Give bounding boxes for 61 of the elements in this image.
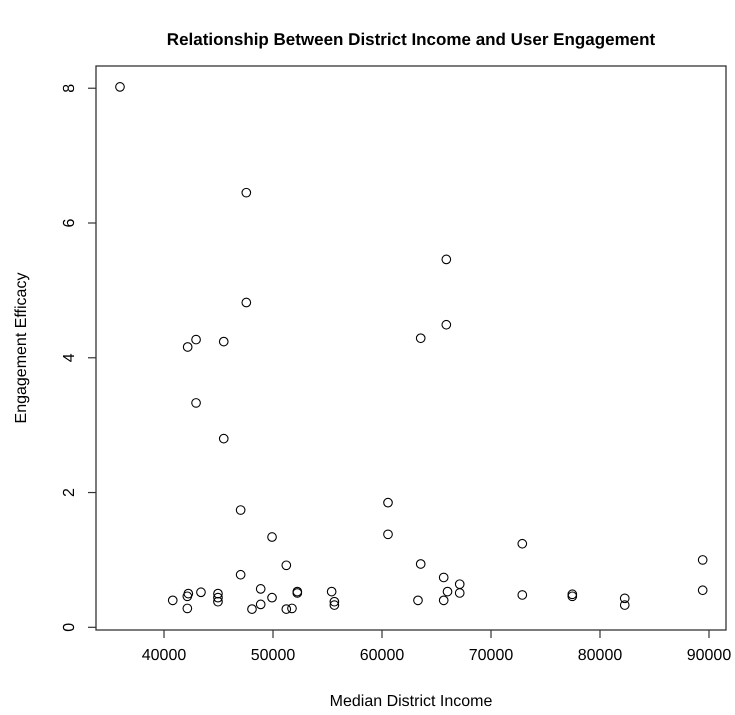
point [236, 570, 246, 580]
point [256, 584, 266, 594]
point [241, 188, 252, 198]
point [698, 585, 708, 596]
point [698, 555, 708, 565]
x-tick-label: 40000 [142, 647, 186, 664]
point [241, 298, 252, 308]
point [517, 590, 528, 600]
point [330, 596, 340, 607]
point [454, 579, 465, 590]
point [416, 559, 426, 569]
point [517, 538, 528, 549]
y-axis-title: Engagement Efficacy [13, 272, 30, 424]
point [182, 604, 192, 614]
point [620, 593, 630, 604]
point [383, 529, 393, 540]
point [196, 587, 206, 598]
x-tick-label: 80000 [578, 647, 622, 664]
x-tick-label: 50000 [250, 647, 296, 664]
point [287, 604, 297, 614]
point [281, 560, 292, 570]
point [441, 254, 452, 264]
point [115, 82, 125, 92]
point [182, 591, 192, 602]
point [267, 532, 277, 542]
point [168, 596, 178, 606]
point [416, 333, 426, 344]
point [218, 336, 229, 346]
point [281, 604, 292, 614]
point [183, 588, 194, 598]
point [182, 342, 193, 352]
x-tick-label: 70000 [468, 647, 514, 664]
point [438, 572, 449, 582]
point [438, 596, 449, 606]
point [326, 586, 336, 596]
point [383, 498, 393, 508]
point [236, 505, 246, 515]
x-tick-label: 60000 [360, 647, 404, 664]
y-tick-label: 0 [61, 622, 78, 632]
x-tick-label: 90000 [686, 647, 732, 664]
point [413, 596, 423, 606]
y-tick-label: 8 [61, 84, 78, 93]
y-tick-label: 4 [61, 353, 78, 362]
y-tick-label: 6 [61, 218, 78, 228]
point [620, 600, 630, 610]
point [267, 592, 277, 602]
point [442, 586, 452, 596]
point [213, 588, 223, 598]
chart-title: Relationship Between District Income and User Engagement [166, 30, 656, 49]
point [441, 320, 452, 330]
point [213, 596, 223, 607]
y-tick-label: 2 [61, 488, 78, 497]
point [247, 604, 257, 614]
point [454, 588, 465, 598]
point [213, 592, 223, 602]
point [330, 600, 340, 610]
point [256, 600, 266, 610]
x-axis-title: Median District Income [330, 693, 492, 710]
point [191, 334, 201, 344]
point [191, 398, 201, 408]
point [218, 434, 229, 444]
